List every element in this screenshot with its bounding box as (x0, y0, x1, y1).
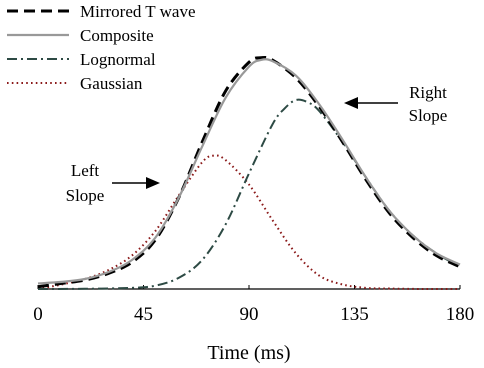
x-tick-label: 135 (340, 304, 369, 325)
x-tick-label: 0 (33, 304, 43, 325)
legend: Mirrored T wave Composite Lognormal Gaussia… (7, 2, 196, 93)
x-ticks: 0 45 90 135 180 (33, 285, 474, 325)
annotation-arrowhead-right (344, 97, 358, 109)
series-line-composite (37, 58, 461, 285)
x-tick-label: 90 (240, 304, 259, 325)
legend-label: Composite (80, 26, 154, 45)
x-tick-label: 180 (446, 304, 475, 325)
legend-label: Lognormal (80, 50, 156, 69)
annotations: Right Slope Left Slope (66, 83, 448, 205)
series-line-mirrored-t-wave (37, 55, 461, 289)
x-tick-label: 45 (134, 304, 153, 325)
annotation-right-slope: Right Slope (409, 83, 448, 125)
legend-label: Gaussian (80, 74, 143, 93)
annotation-arrowhead-left (146, 177, 160, 189)
x-axis-label: Time (ms) (207, 342, 290, 364)
series-line-gaussian (37, 154, 461, 291)
series-group (37, 55, 461, 291)
annotation-left-slope: Left Slope (66, 161, 105, 205)
legend-label: Mirrored T wave (80, 2, 196, 21)
